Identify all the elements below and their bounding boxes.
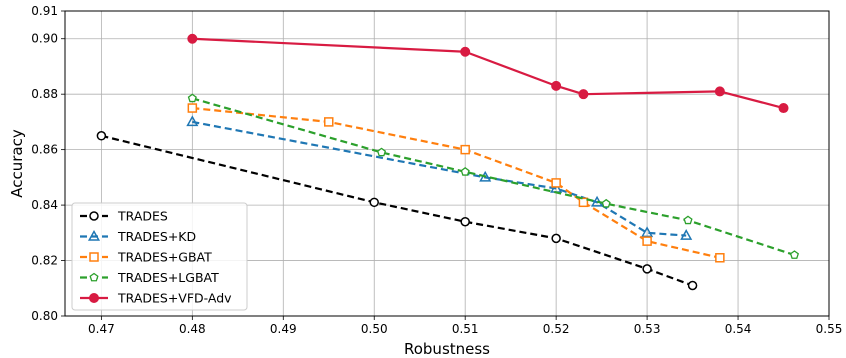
series-line-trades <box>101 134 693 287</box>
x-tick-label: 0.47 <box>88 322 115 336</box>
y-tick-label: 0.80 <box>31 309 58 323</box>
y-tick-label: 0.86 <box>31 143 58 157</box>
legend-label: TRADES+LGBAT <box>117 270 219 285</box>
data-point-trades-lgbat <box>601 198 611 208</box>
y-tick-label: 0.84 <box>31 198 58 212</box>
x-tick-label: 0.52 <box>543 322 570 336</box>
data-point-trades-vfd-adv <box>714 86 725 97</box>
series-trades-gbat <box>187 103 725 263</box>
data-point-trades-lgbat <box>789 250 800 259</box>
data-point-trades-lgbat <box>187 93 197 103</box>
data-point-trades-kd <box>641 226 654 238</box>
data-point-trades <box>642 264 652 274</box>
legend-label: TRADES+KD <box>117 229 196 244</box>
y-tick-label: 0.90 <box>31 32 58 46</box>
legend-label: TRADES <box>117 209 168 224</box>
y-axis-ticks: 0.80 0.82 0.84 0.86 0.88 0.90 0.91 <box>31 4 65 323</box>
legend-entry-trades-kd: TRADES+KD <box>80 229 196 244</box>
x-axis-label: Robustness <box>404 340 490 358</box>
series-line-trades-vfd-adv <box>192 37 784 110</box>
legend-entry-trades-gbat: TRADES+GBAT <box>80 250 212 265</box>
data-point-trades-kd <box>186 115 199 127</box>
data-point-trades-gbat <box>578 197 589 208</box>
data-point-trades-gbat <box>460 144 470 155</box>
legend-label: TRADES+VFD-Adv <box>117 291 232 306</box>
data-point-trades-kd <box>680 229 693 240</box>
x-tick-label: 0.54 <box>725 322 752 336</box>
data-point-trades-gbat <box>715 253 725 263</box>
data-point-trades <box>551 233 561 244</box>
series-trades-lgbat <box>187 93 800 259</box>
series-line-trades-lgbat <box>192 97 795 257</box>
series-line-trades-gbat <box>192 106 721 259</box>
data-point-trades-gbat <box>551 178 561 188</box>
data-point-trades-gbat <box>187 103 198 113</box>
data-point-trades <box>460 216 470 227</box>
legend-box <box>71 202 248 311</box>
data-point-trades-vfd-adv <box>187 33 198 44</box>
x-axis-ticks: 0.47 0.48 0.49 0.50 0.51 0.52 0.53 0.54 0.55 <box>88 316 842 336</box>
series-line-trades-kd <box>192 120 687 237</box>
x-tick-label: 0.50 <box>361 322 388 336</box>
x-tick-label: 0.51 <box>452 322 479 336</box>
y-tick-label: 0.88 <box>31 87 58 101</box>
data-point-trades-vfd-adv <box>551 80 562 91</box>
data-point-trades-lgbat <box>376 147 387 157</box>
legend-entry-trades-vfd-adv: TRADES+VFD-Adv <box>80 291 232 306</box>
x-tick-label: 0.55 <box>816 322 843 336</box>
y-axis-label: Accuracy <box>8 129 26 198</box>
legend-label: TRADES+GBAT <box>117 250 212 265</box>
data-point-trades <box>96 131 107 141</box>
legend-entry-trades: TRADES <box>80 209 168 224</box>
legend-marker <box>87 229 101 241</box>
series-trades <box>96 131 698 291</box>
y-tick-label: 0.91 <box>31 4 58 18</box>
y-tick-label: 0.82 <box>31 254 58 268</box>
data-point-trades-lgbat <box>460 167 470 176</box>
series-group <box>96 33 800 291</box>
data-point-trades-lgbat <box>683 215 693 225</box>
data-point-trades <box>369 197 379 208</box>
data-point-trades-vfd-adv <box>778 103 789 114</box>
x-tick-label: 0.53 <box>634 322 661 336</box>
x-tick-label: 0.48 <box>179 322 206 336</box>
data-point-trades-vfd-adv <box>460 46 471 57</box>
legend-marker <box>89 293 99 303</box>
legend-entry-trades-lgbat: TRADES+LGBAT <box>80 270 219 285</box>
legend-marker <box>89 272 99 282</box>
data-point-trades <box>687 280 698 291</box>
plot-frame <box>64 10 830 317</box>
x-tick-label: 0.49 <box>270 322 297 336</box>
legend-marker <box>89 211 99 221</box>
series-trades-vfd-adv <box>187 33 789 114</box>
data-point-trades-gbat <box>642 236 652 246</box>
legend: TRADES TRADES+KD TRADES+GBAT TRADES+LGBAT TR… <box>71 202 248 311</box>
legend-marker <box>89 252 99 262</box>
data-point-trades-vfd-adv <box>578 89 589 100</box>
data-point-trades-gbat <box>324 117 334 127</box>
